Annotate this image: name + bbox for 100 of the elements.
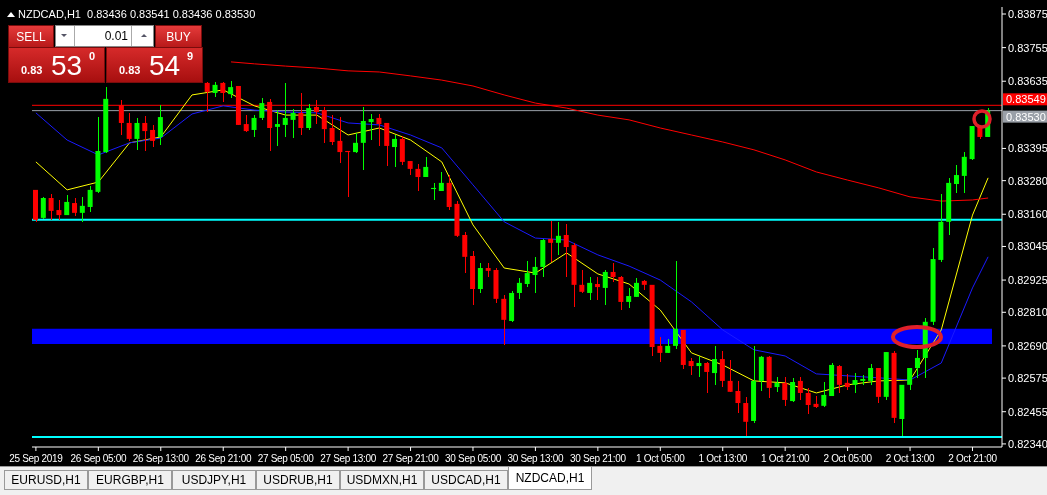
annotation: 9: [187, 50, 194, 62]
x-tick-label: 1 Oct 21:00: [760, 453, 811, 464]
candlestick: [704, 361, 710, 394]
candlestick: [501, 294, 507, 346]
y-tick-label: 0.83635: [1008, 75, 1047, 88]
candlestick: [563, 223, 569, 278]
buy-button: BUY: [155, 25, 202, 48]
y-tick-label: 0.83045: [1008, 240, 1047, 253]
text: USDJPY,H1: [172, 470, 256, 490]
x-tick-label: 25 Sep 2019: [9, 453, 64, 464]
candlestick: [384, 122, 390, 167]
candlestick: [719, 350, 725, 388]
candlestick: [626, 287, 632, 309]
annotation: 0.83: [119, 64, 141, 76]
text: EURGBP,H1: [88, 470, 172, 490]
candlestick: [306, 103, 312, 131]
candlestick: [953, 164, 959, 194]
text: USDCAD,H1: [424, 470, 508, 490]
ref-line-label: 0.83549: [1006, 93, 1046, 106]
candlestick: [735, 380, 741, 414]
candlestick: [360, 106, 366, 171]
candlestick: [477, 262, 483, 294]
candlestick: [524, 260, 530, 288]
candlestick: [727, 359, 733, 393]
candlestick: [274, 109, 280, 147]
x-tick-label: 2 Oct 05:00: [823, 453, 873, 464]
candlestick: [821, 381, 827, 408]
text: EURUSD,H1: [4, 470, 88, 490]
candlestick: [337, 116, 343, 164]
y-tick-label: 0.83755: [1008, 41, 1047, 54]
candlestick: [259, 97, 265, 121]
candlestick: [579, 269, 585, 294]
candlestick: [290, 108, 296, 139]
x-tick-label: 27 Sep 13:00: [320, 453, 377, 464]
y-tick-label: 0.83395: [1008, 142, 1047, 155]
ref-line-label: 0.83530: [1006, 110, 1046, 123]
y-tick-label: 0.83875: [1008, 7, 1047, 20]
annotation: 0.01: [74, 26, 132, 46]
sell-price-panel: 0.83 53 0: [8, 47, 105, 83]
y-tick-label: 0.82340: [1008, 437, 1047, 450]
candlestick: [868, 363, 874, 386]
candlestick: [610, 262, 616, 283]
y-tick-label: 0.82925: [1008, 273, 1047, 286]
candlestick: [743, 396, 749, 437]
candlestick: [805, 387, 811, 415]
candlestick: [657, 336, 663, 363]
candlestick: [134, 117, 140, 151]
candlestick: [797, 376, 803, 401]
y-tick-label: 0.82690: [1008, 339, 1047, 352]
annotation: 53: [51, 50, 83, 82]
candlestick: [782, 376, 788, 407]
quantity-field: 0.01: [55, 25, 154, 47]
annotation: 0: [89, 50, 96, 62]
candlestick: [696, 355, 702, 378]
candlestick: [79, 196, 85, 223]
candlestick: [602, 269, 608, 306]
y-tick-label: 0.83280: [1008, 174, 1047, 187]
candlestick: [157, 104, 163, 146]
annotation: 54: [149, 50, 181, 82]
sell-button: SELL: [8, 25, 54, 48]
candlestick: [790, 377, 796, 403]
x-tick-label: 26 Sep 21:00: [195, 453, 252, 464]
candlestick: [587, 276, 593, 301]
candlestick: [282, 82, 288, 138]
candlestick: [914, 349, 920, 379]
candlestick: [961, 151, 967, 194]
candlestick: [555, 221, 561, 256]
candlestick: [40, 196, 46, 220]
candlestick: [392, 134, 398, 168]
candlestick: [594, 276, 600, 301]
candlestick: [633, 277, 639, 298]
candlestick: [251, 114, 257, 138]
candlestick: [532, 256, 538, 294]
x-tick-label: 30 Sep 05:00: [445, 453, 502, 464]
candlestick: [673, 260, 678, 350]
candlestick: [907, 367, 913, 391]
buy-price-panel: 0.83 54 9: [106, 47, 203, 83]
candlestick: [376, 113, 382, 147]
y-tick-label: 0.83160: [1008, 208, 1047, 221]
annotation: 0.83: [21, 64, 43, 76]
candlestick: [142, 115, 148, 152]
candlestick: [87, 185, 93, 213]
candlestick: [368, 113, 374, 141]
x-tick-label: 30 Sep 21:00: [569, 453, 627, 464]
text: USDMXN,H1: [340, 470, 424, 490]
candlestick: [712, 345, 718, 386]
candlestick: [48, 193, 54, 221]
x-tick-label: 26 Sep 13:00: [132, 453, 190, 464]
candlestick: [836, 364, 842, 394]
x-tick-label: 2 Oct 21:00: [948, 453, 998, 464]
candlestick: [548, 220, 554, 263]
x-tick-label: 27 Sep 21:00: [382, 453, 440, 464]
candlestick: [126, 112, 132, 142]
candlestick: [516, 277, 522, 300]
candlestick: [415, 163, 421, 192]
y-tick-label: 0.82575: [1008, 372, 1047, 385]
candlestick: [399, 135, 405, 166]
candlestick: [462, 231, 468, 274]
x-tick-label: 30 Sep 13:00: [507, 453, 565, 464]
x-tick-label: 26 Sep 05:00: [70, 453, 128, 464]
